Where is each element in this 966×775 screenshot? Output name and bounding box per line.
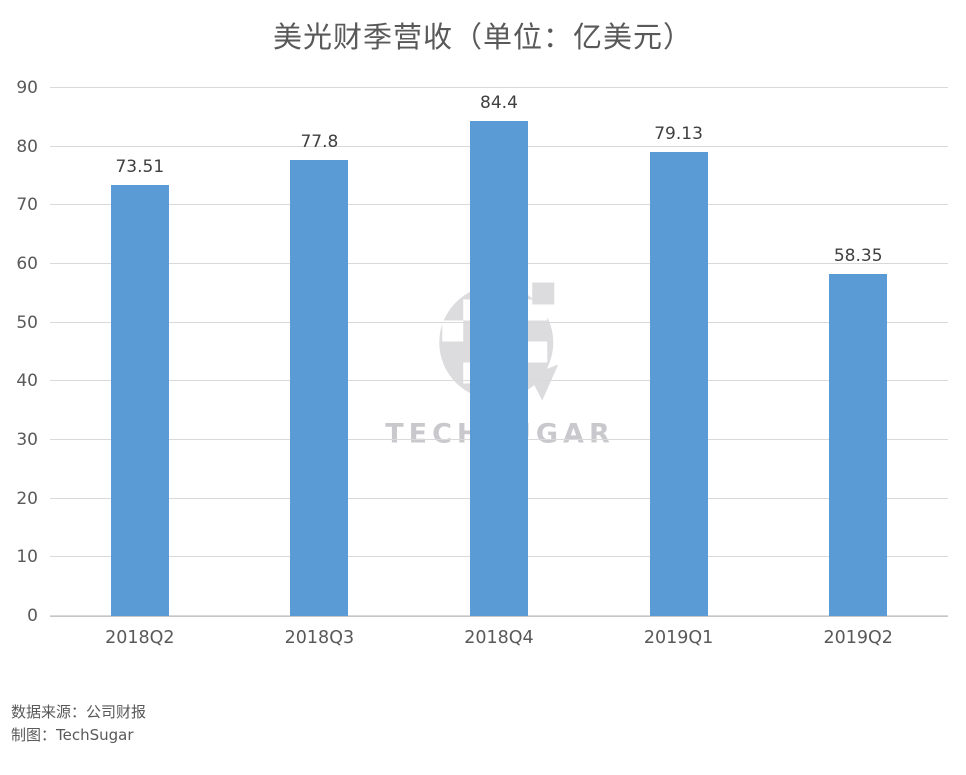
y-tick-label-10: 10 [16,547,38,568]
y-tick-label-40: 40 [16,371,38,392]
source-line: 数据来源：公司财报 [11,703,147,721]
bar-2018Q2 [110,184,169,616]
bar-cell-2018Q4: 84.4 [409,88,589,616]
bar-value-label-2018Q3: 77.8 [300,131,339,152]
bar-cell-2019Q2: 58.35 [768,88,948,616]
x-tick-label-2019Q2: 2019Q2 [823,628,893,648]
bar-value-label-2018Q2: 73.51 [115,156,165,177]
chart-title: 美光财季营收（单位：亿美元） [272,20,693,54]
bar-2019Q1 [649,151,708,616]
bar-cell-2018Q2: 73.51 [50,88,230,616]
x-tick-label-2018Q2: 2018Q2 [105,628,175,648]
y-tick-label-30: 30 [16,430,38,451]
x-tick-label-2018Q3: 2018Q3 [284,628,355,648]
gridline-90 [50,87,948,88]
bar-2018Q3 [290,159,349,616]
x-tick-label-2019Q1: 2019Q1 [643,628,714,648]
bar-2019Q2 [829,273,888,616]
bar-value-label-2018Q4: 84.4 [480,92,518,113]
y-axis: 0 10 20 30 40 50 60 70 80 90 [0,78,38,626]
credit-line: 制图：TechSugar [11,726,134,744]
bar-cell-2018Q3: 77.8 [230,88,410,616]
x-tick-label-2018Q4: 2018Q4 [464,628,534,648]
x-axis: 2018Q2 2018Q3 2018Q4 2019Q1 2019Q2 [50,628,948,648]
bar-2018Q4 [469,120,528,616]
y-tick-label-50: 50 [16,312,38,333]
y-tick-label-80: 80 [16,136,38,157]
y-tick-label-60: 60 [16,254,38,275]
y-tick-label-20: 20 [16,488,38,509]
y-tick-label-70: 70 [16,195,38,216]
y-tick-label-0: 0 [27,606,38,626]
footer: 数据来源：公司财报 制图：TechSugar [11,701,146,747]
bar-value-label-2019Q1: 79.13 [654,123,703,144]
bars-row: 73.51 77.8 84.4 79.13 58.35 [50,88,948,616]
y-tick-label-90: 90 [16,78,38,98]
bar-value-label-2019Q2: 58.35 [833,245,883,266]
bar-cell-2019Q1: 79.13 [589,88,769,616]
